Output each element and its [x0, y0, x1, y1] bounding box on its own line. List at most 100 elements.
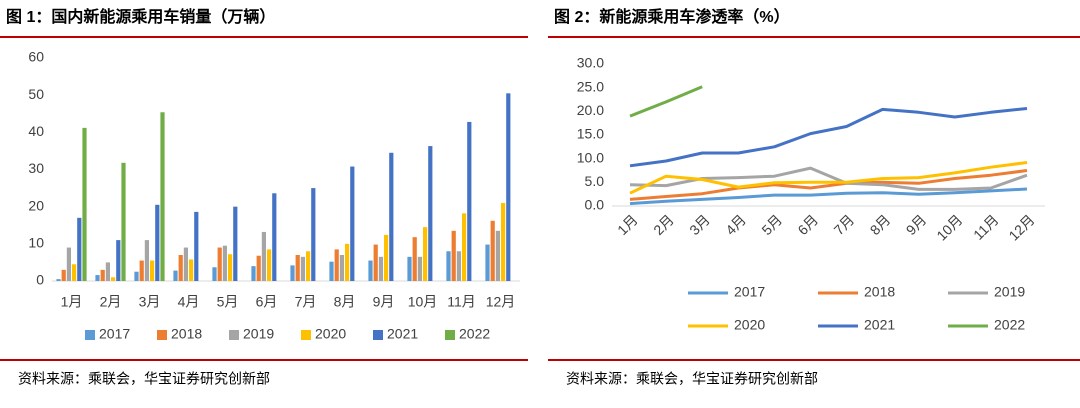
x-tick-label: 3月: [686, 211, 713, 238]
legend-label: 2021: [387, 326, 418, 342]
x-tick-label: 10月: [933, 211, 965, 243]
bar: [212, 267, 217, 281]
bar: [329, 261, 334, 281]
legend-label: 2018: [171, 326, 202, 342]
bar: [61, 269, 66, 281]
bar: [222, 245, 227, 281]
chart-title: 图 1：国内新能源乘用车销量（万辆）: [6, 7, 275, 26]
line: [629, 169, 1028, 201]
legend-swatch: [85, 330, 95, 340]
y-tick-label: 5.0: [585, 173, 605, 189]
bar: [306, 251, 311, 281]
legend-label: 2020: [734, 317, 765, 333]
bar: [272, 193, 277, 281]
y-tick-label: 30: [28, 160, 44, 176]
x-tick-label: 8月: [867, 211, 894, 238]
legend-label: 2019: [243, 326, 274, 342]
y-tick-label: 60: [28, 49, 44, 65]
bar: [100, 269, 105, 281]
legend-label: 2022: [459, 326, 490, 342]
bar: [82, 127, 87, 281]
x-tick-label: 12月: [1005, 211, 1037, 243]
y-tick-label: 20: [28, 197, 44, 213]
bar: [251, 266, 256, 281]
legend-swatch: [157, 330, 167, 340]
line: [629, 187, 1028, 206]
bar: [334, 249, 339, 281]
bar: [105, 262, 110, 281]
y-tick-label: 30.0: [577, 55, 604, 71]
bar: [77, 217, 82, 281]
y-tick-label: 40: [28, 123, 44, 139]
bar: [194, 211, 199, 281]
bar: [485, 244, 490, 281]
bar: [495, 230, 500, 281]
bar: [350, 166, 355, 281]
legend-label: 2018: [864, 284, 895, 300]
legend-label: 2022: [994, 317, 1025, 333]
bar: [506, 93, 511, 281]
line: [629, 107, 1028, 168]
legend-swatch: [229, 330, 239, 340]
x-tick-label: 3月: [139, 294, 161, 310]
legend-swatch: [301, 330, 311, 340]
y-tick-label: 0.0: [585, 197, 605, 213]
bar: [150, 260, 155, 281]
x-tick-label: 6月: [794, 211, 821, 238]
x-tick-label: 11月: [970, 211, 1001, 242]
bar: [300, 256, 305, 281]
bar: [451, 230, 456, 281]
bar: [233, 206, 238, 281]
y-tick-label: 10.0: [577, 149, 604, 165]
bar: [121, 162, 126, 281]
legend-label: 2017: [99, 326, 130, 342]
y-tick-label: 15.0: [577, 126, 604, 142]
bar: [267, 249, 272, 281]
bar: [189, 259, 194, 281]
bar: [311, 188, 316, 281]
bar: [72, 264, 77, 281]
legend-label: 2020: [315, 326, 346, 342]
bar: [256, 255, 261, 281]
bar: [345, 243, 350, 281]
bar: [467, 121, 472, 281]
bar: [139, 260, 144, 281]
bar: [66, 247, 71, 281]
y-tick-label: 20.0: [577, 102, 604, 118]
bar: [423, 227, 428, 281]
x-tick-label: 4月: [722, 211, 749, 238]
bar: [490, 220, 495, 281]
bar: [428, 146, 433, 281]
bar: [144, 240, 149, 281]
bar: [368, 260, 373, 281]
x-tick-label: 4月: [178, 294, 200, 310]
x-tick-label: 6月: [256, 294, 278, 310]
bar: [446, 251, 451, 281]
x-tick-label: 10月: [408, 294, 438, 310]
bar: [134, 271, 139, 281]
x-tick-label: 1月: [614, 211, 641, 238]
x-tick-label: 8月: [334, 294, 356, 310]
y-tick-label: 50: [28, 86, 44, 102]
legend-label: 2017: [734, 284, 765, 300]
x-tick-label: 9月: [903, 211, 930, 238]
y-tick-label: 25.0: [577, 78, 604, 94]
bar: [456, 251, 461, 281]
legend-label: 2021: [864, 317, 895, 333]
chart-title: 图 2：新能源乘用车渗透率（%）: [554, 7, 790, 26]
bar: [378, 256, 383, 281]
legend-swatch: [445, 330, 455, 340]
bar: [56, 279, 61, 281]
x-tick-label: 9月: [373, 294, 395, 310]
line: [629, 161, 1028, 195]
x-tick-label: 11月: [447, 294, 476, 310]
bar: [178, 254, 183, 281]
legend-swatch: [373, 330, 383, 340]
source: 资料来源：乘联会，华宝证券研究创新部: [18, 371, 270, 387]
x-tick-label: 5月: [217, 294, 239, 310]
bar: [389, 152, 394, 281]
x-tick-label: 7月: [295, 294, 317, 310]
bar: [412, 237, 417, 281]
bar: [417, 256, 422, 281]
